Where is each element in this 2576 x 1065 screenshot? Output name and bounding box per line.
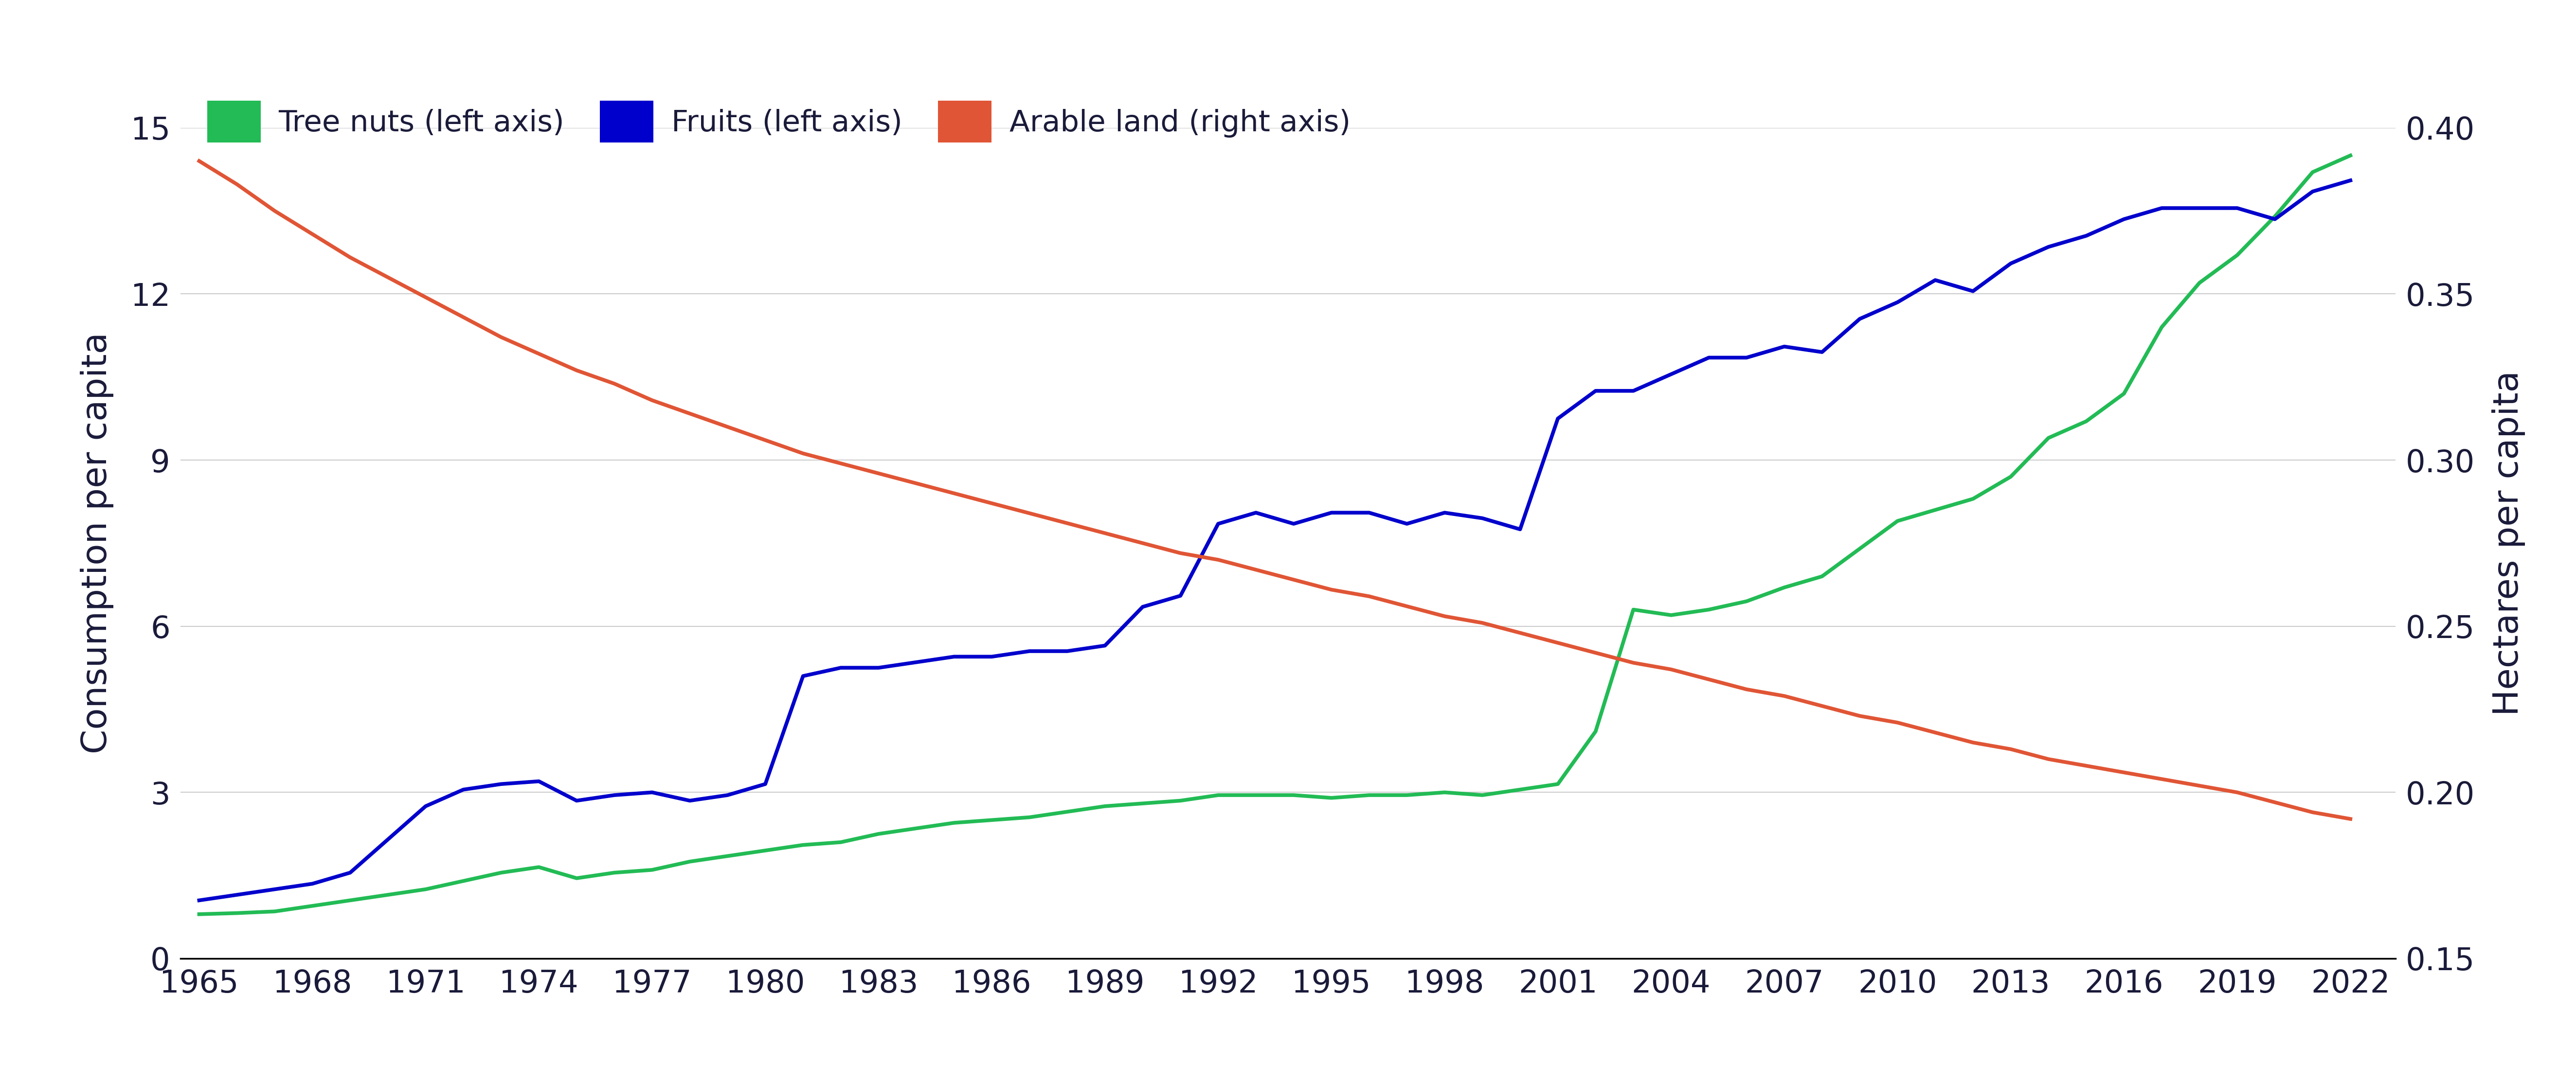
Y-axis label: Hectares per capita: Hectares per capita	[2491, 371, 2524, 716]
Legend: Tree nuts (left axis), Fruits (left axis), Arable land (right axis): Tree nuts (left axis), Fruits (left axis…	[196, 88, 1363, 154]
Y-axis label: Consumption per capita: Consumption per capita	[80, 332, 113, 754]
